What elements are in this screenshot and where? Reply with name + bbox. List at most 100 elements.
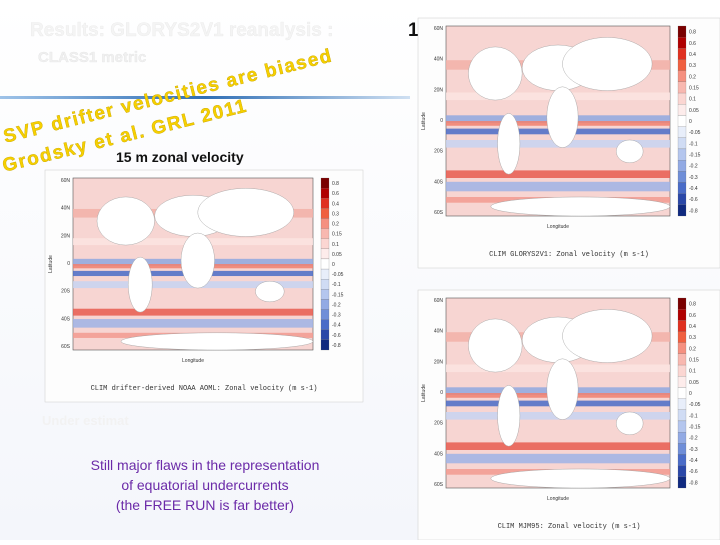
lat-label: 60N bbox=[434, 298, 444, 304]
header-rule bbox=[0, 96, 410, 99]
colorbar-swatch bbox=[677, 70, 687, 82]
colorbar-swatch bbox=[677, 376, 687, 388]
colorbar-swatch bbox=[677, 171, 687, 183]
colorbar-swatch bbox=[677, 104, 687, 116]
colorbar-swatch bbox=[320, 258, 330, 270]
colorbar-swatch bbox=[677, 148, 687, 161]
land bbox=[255, 280, 285, 303]
colorbar-swatch bbox=[320, 299, 330, 310]
land bbox=[197, 188, 295, 237]
colorbar-swatch bbox=[677, 182, 687, 194]
colorbar-label: 0.2 bbox=[332, 222, 339, 228]
colorbar-swatch bbox=[677, 420, 687, 433]
land bbox=[96, 196, 155, 246]
colorbar-label: 0.6 bbox=[689, 313, 696, 319]
maps: 60N 40N 20N 0 20S 40S 60S Latitude Longitude 0.8 0… bbox=[44, 17, 720, 541]
x-axis-label: Longitude bbox=[182, 358, 204, 364]
field-label: 15 m zonal velocity bbox=[116, 149, 244, 165]
colorbar-label: 0 bbox=[332, 262, 335, 268]
title-light: Results: GLORYS2V1 reanalysis : bbox=[30, 20, 333, 41]
colorbar-swatch bbox=[677, 92, 687, 105]
colorbar-label: -0.05 bbox=[332, 272, 344, 278]
colorbar-swatch bbox=[677, 364, 687, 377]
colorbar-label: -0.1 bbox=[689, 141, 698, 147]
colorbar-label: 0.2 bbox=[689, 346, 696, 352]
land bbox=[468, 46, 523, 101]
lat-label: 40N bbox=[434, 57, 444, 63]
lat-label: 0 bbox=[440, 390, 443, 396]
colorbar-label: 0.1 bbox=[689, 369, 696, 375]
lat-label: 20N bbox=[434, 87, 444, 93]
lat-label: 60S bbox=[434, 210, 444, 216]
colorbar-label: -0.3 bbox=[689, 447, 698, 453]
flaws-note: Still major flaws in the representation bbox=[91, 457, 320, 473]
x-axis-label: Longitude bbox=[547, 496, 569, 502]
colorbar-swatch bbox=[677, 443, 687, 455]
colorbar-label: 0.05 bbox=[689, 108, 699, 114]
flaws-note: of equatorial undercurrents bbox=[121, 477, 288, 493]
colorbar-label: 0.05 bbox=[332, 252, 342, 258]
land bbox=[180, 232, 215, 289]
lat-label: 0 bbox=[440, 118, 443, 124]
land bbox=[546, 358, 579, 420]
colorbar-swatch bbox=[677, 297, 687, 310]
land bbox=[490, 468, 671, 489]
colorbar-swatch bbox=[320, 268, 330, 280]
lat-label: 60S bbox=[61, 344, 71, 350]
land bbox=[616, 411, 644, 435]
y-axis-label: Latitude bbox=[48, 255, 54, 273]
colorbar-swatch bbox=[677, 37, 687, 49]
colorbar-label: 0.1 bbox=[689, 97, 696, 103]
lat-label: 20N bbox=[434, 359, 444, 365]
y-axis-label: Latitude bbox=[421, 384, 427, 402]
colorbar-label: -0.2 bbox=[689, 164, 698, 170]
colorbar-label: 0.15 bbox=[332, 232, 342, 238]
colorbar-label: 0.4 bbox=[689, 52, 696, 58]
colorbar-swatch bbox=[677, 126, 687, 138]
lat-label: 40S bbox=[434, 451, 444, 457]
colorbar-label: 0.6 bbox=[332, 191, 339, 197]
colorbar-label: -0.4 bbox=[689, 186, 698, 192]
colorbar-swatch bbox=[677, 160, 687, 172]
lat-label: 20S bbox=[434, 149, 444, 155]
colorbar-label: -0.6 bbox=[332, 333, 341, 339]
colorbar-label: 0.6 bbox=[689, 41, 696, 47]
colorbar-swatch bbox=[320, 228, 330, 239]
land bbox=[546, 86, 579, 148]
lat-label: 40S bbox=[434, 179, 444, 185]
map-caption: CLIM MJM95: Zonal velocity (m s-1) bbox=[498, 523, 641, 531]
colorbar-swatch bbox=[320, 238, 330, 249]
colorbar-swatch bbox=[320, 339, 330, 351]
colorbar-label: -0.1 bbox=[332, 282, 341, 288]
colorbar-swatch bbox=[677, 342, 687, 354]
colorbar-label: -0.8 bbox=[689, 480, 698, 486]
colorbar-swatch bbox=[320, 309, 330, 320]
subtitle: CLASS1 metric bbox=[38, 49, 146, 66]
map-panel: 60N 40N 20N 0 20S 40S 60S Latitude Longitude 0.8 0… bbox=[417, 17, 720, 269]
colorbar-swatch bbox=[320, 177, 330, 189]
colorbar-swatch bbox=[677, 81, 687, 94]
land bbox=[120, 332, 314, 351]
colorbar-label: 0.4 bbox=[332, 201, 339, 207]
colorbar-swatch bbox=[320, 319, 330, 330]
colorbar-swatch bbox=[677, 454, 687, 466]
colorbar-label: -0.15 bbox=[689, 425, 701, 431]
colorbar-label: -0.05 bbox=[689, 402, 701, 408]
lat-label: 60S bbox=[434, 482, 444, 488]
colorbar-label: 0.1 bbox=[332, 242, 339, 248]
colorbar-swatch bbox=[677, 59, 687, 71]
map-caption: CLIM drifter-derived NOAA AOML: Zonal ve… bbox=[91, 385, 318, 393]
lat-label: 60N bbox=[434, 26, 444, 32]
colorbar-swatch bbox=[320, 289, 330, 300]
land bbox=[616, 139, 644, 163]
land bbox=[497, 113, 521, 175]
colorbar-label: 0.8 bbox=[689, 302, 696, 308]
velocity-band bbox=[73, 308, 313, 316]
colorbar-label: 0 bbox=[689, 119, 692, 125]
colorbar-label: -0.3 bbox=[332, 313, 341, 319]
colorbar-label: -0.8 bbox=[689, 208, 698, 214]
velocity-band bbox=[73, 319, 313, 328]
colorbar-label: -0.8 bbox=[332, 343, 341, 349]
colorbar-swatch bbox=[677, 432, 687, 444]
